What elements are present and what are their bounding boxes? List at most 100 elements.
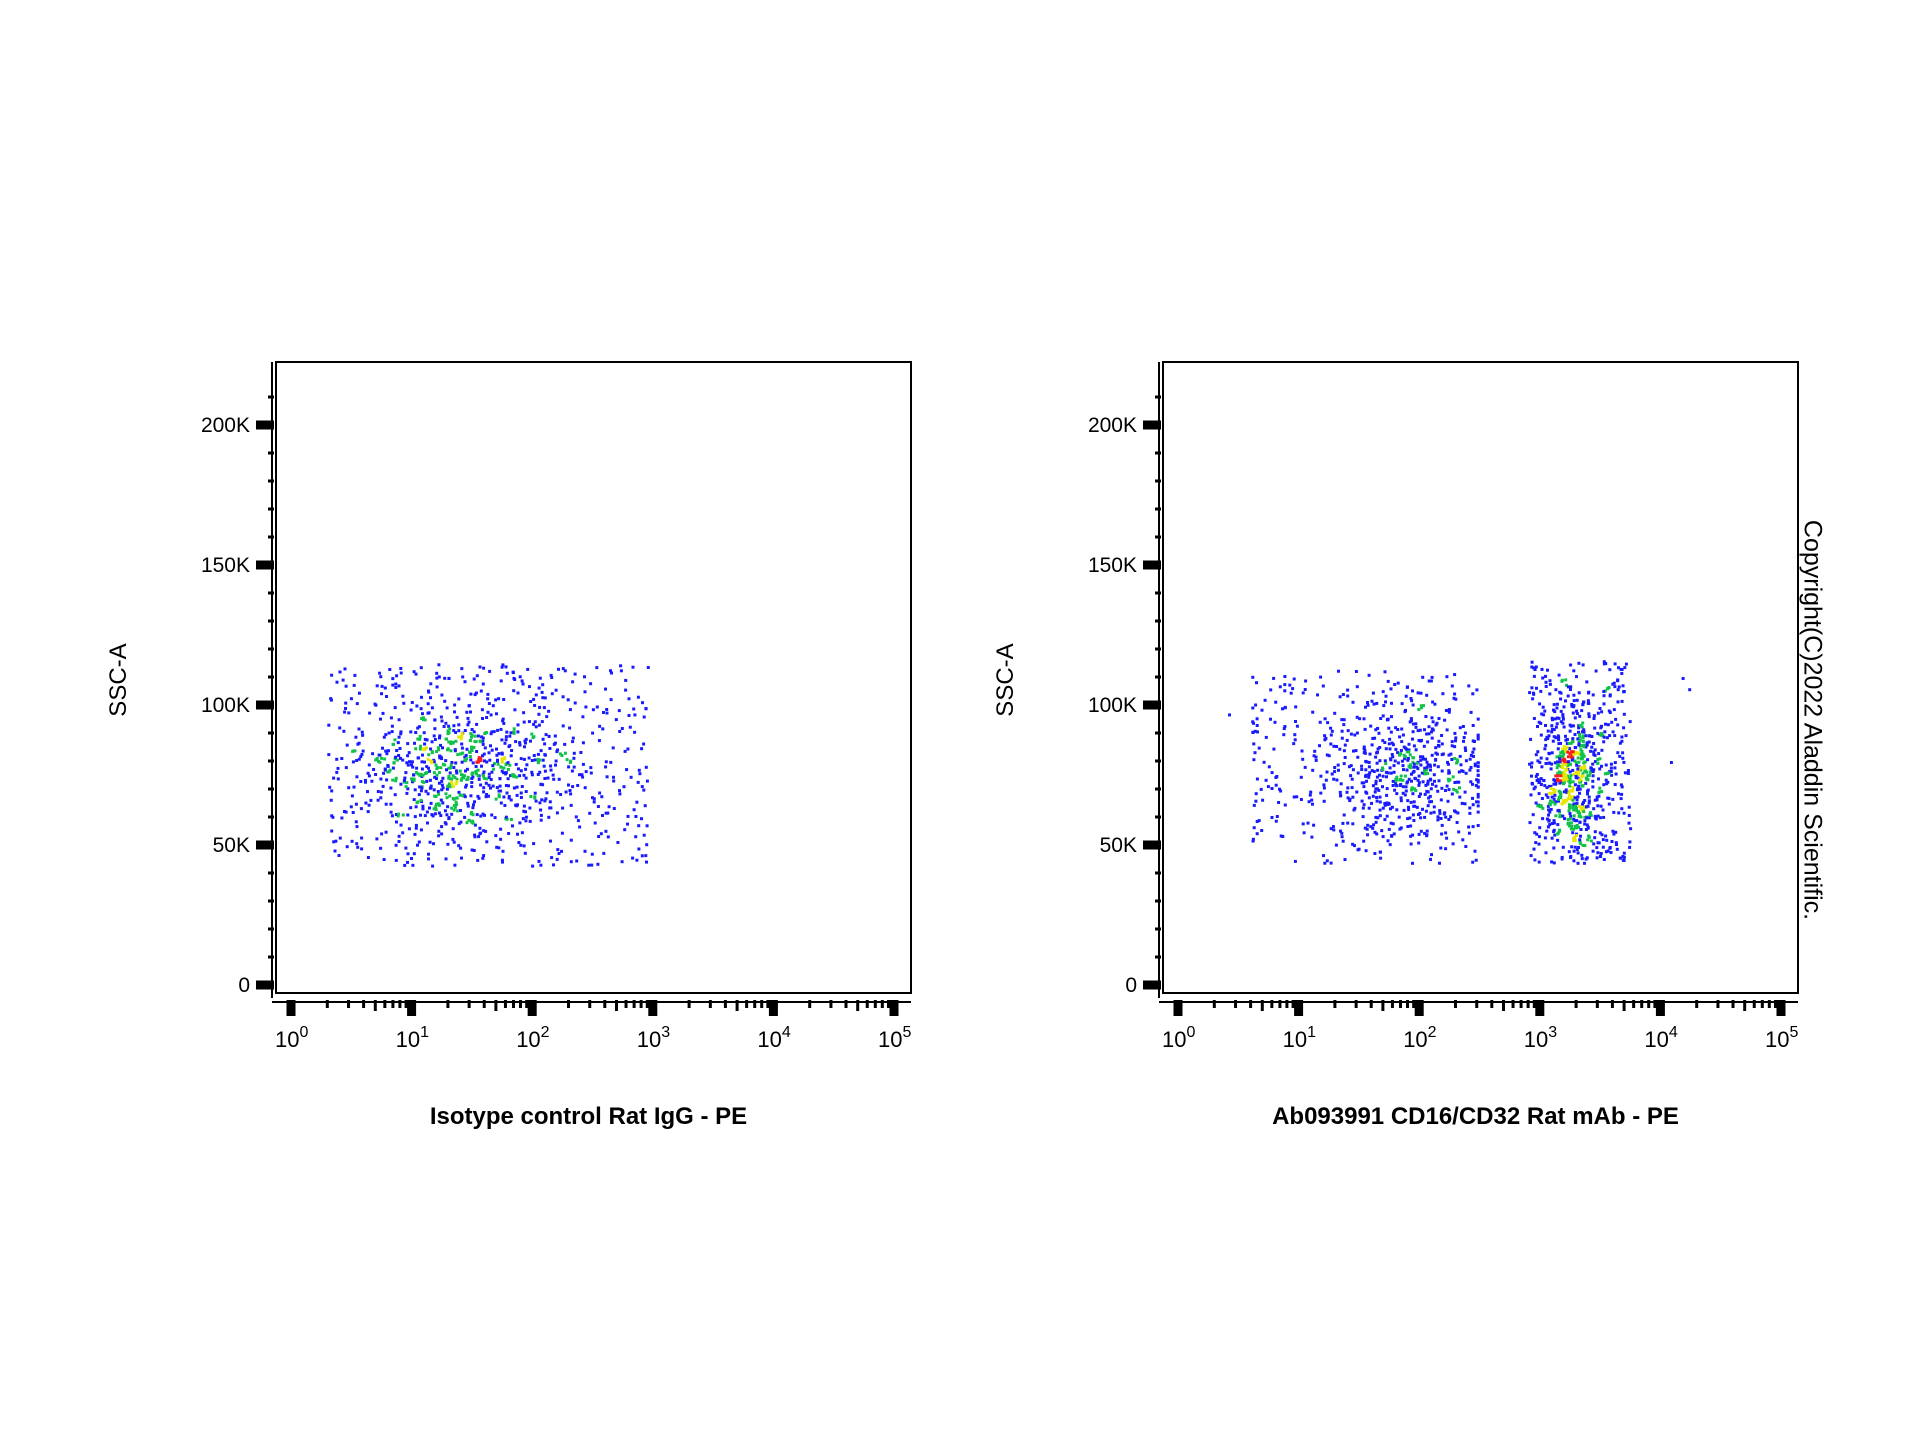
event-point xyxy=(433,738,437,741)
event-point xyxy=(351,811,355,814)
event-point xyxy=(1455,790,1459,794)
event-point xyxy=(451,785,455,788)
event-point xyxy=(399,782,403,786)
event-point xyxy=(465,757,469,761)
event-point xyxy=(1570,703,1574,706)
event-point xyxy=(1283,725,1287,728)
event-point xyxy=(1544,680,1548,684)
event-point xyxy=(1540,765,1544,769)
event-point xyxy=(1419,755,1422,759)
event-point xyxy=(425,810,429,814)
event-point xyxy=(553,741,557,745)
event-point xyxy=(1389,771,1393,775)
event-point xyxy=(440,788,444,792)
event-point xyxy=(1423,728,1426,732)
event-point xyxy=(1476,773,1480,777)
event-point xyxy=(537,686,541,690)
event-point xyxy=(1567,824,1571,828)
event-point xyxy=(1414,722,1418,726)
event-point xyxy=(1561,762,1565,766)
event-point xyxy=(1406,757,1410,760)
event-point xyxy=(445,706,449,710)
event-point xyxy=(463,729,467,732)
event-point xyxy=(1600,833,1604,837)
event-point xyxy=(1445,728,1449,732)
event-point xyxy=(1571,806,1575,809)
event-point xyxy=(430,761,434,765)
event-point xyxy=(1429,679,1433,683)
event-point xyxy=(1561,721,1565,725)
event-point xyxy=(482,666,486,670)
event-point xyxy=(449,749,453,753)
event-point xyxy=(617,709,621,713)
event-point xyxy=(1311,768,1315,772)
event-point xyxy=(1301,822,1305,826)
event-point xyxy=(1436,815,1440,819)
event-point xyxy=(401,831,405,835)
event-point xyxy=(1375,701,1379,705)
event-point xyxy=(1564,798,1567,802)
event-point xyxy=(1378,746,1382,749)
event-point xyxy=(1356,755,1360,759)
event-point xyxy=(1413,776,1417,780)
event-point xyxy=(1575,823,1579,827)
event-point xyxy=(437,834,441,838)
event-point xyxy=(590,863,594,867)
event-point xyxy=(471,771,475,775)
event-point xyxy=(511,671,515,675)
event-point xyxy=(534,725,538,729)
event-point xyxy=(1353,733,1357,737)
event-point xyxy=(493,762,496,766)
event-point xyxy=(1583,815,1587,819)
event-point xyxy=(1437,779,1441,783)
event-point xyxy=(1548,810,1552,814)
event-point xyxy=(1584,805,1588,809)
event-point xyxy=(1346,796,1350,800)
event-point xyxy=(429,696,432,700)
event-point xyxy=(1325,770,1329,774)
event-point xyxy=(1340,729,1344,733)
event-point xyxy=(1540,797,1544,800)
event-point xyxy=(1370,743,1374,747)
event-point xyxy=(508,744,512,748)
event-point xyxy=(1563,747,1567,751)
event-point xyxy=(387,749,390,753)
x-minor-tick xyxy=(1501,1000,1505,1011)
x-major-tick xyxy=(407,1000,417,1016)
event-point xyxy=(1604,834,1608,838)
event-point xyxy=(1567,805,1571,809)
event-point xyxy=(1587,740,1591,744)
event-point xyxy=(1273,720,1277,724)
event-point xyxy=(1383,818,1387,822)
event-point xyxy=(1373,736,1377,740)
event-point xyxy=(1569,856,1572,859)
event-point xyxy=(1544,793,1548,797)
event-point xyxy=(619,669,623,673)
event-point xyxy=(500,858,504,862)
event-point xyxy=(430,706,434,710)
event-point xyxy=(476,734,480,738)
event-point xyxy=(490,813,494,817)
event-point xyxy=(1600,710,1604,714)
event-point xyxy=(1560,856,1564,859)
event-point xyxy=(1546,737,1550,740)
event-point xyxy=(1324,736,1328,740)
event-point xyxy=(518,741,522,745)
event-point xyxy=(1566,750,1570,754)
event-point xyxy=(1424,772,1428,776)
event-point xyxy=(1406,825,1410,828)
event-point xyxy=(1373,790,1377,794)
event-point xyxy=(476,794,480,798)
event-point xyxy=(1544,851,1548,855)
event-point xyxy=(1325,753,1329,757)
event-point xyxy=(398,747,402,750)
event-point xyxy=(469,794,473,798)
event-point xyxy=(490,730,494,734)
event-point xyxy=(1557,770,1561,774)
event-point xyxy=(1337,768,1340,772)
event-point xyxy=(447,776,451,780)
event-point xyxy=(476,858,480,862)
event-point xyxy=(1552,782,1556,786)
event-point xyxy=(1390,753,1394,756)
event-point xyxy=(1572,699,1576,703)
